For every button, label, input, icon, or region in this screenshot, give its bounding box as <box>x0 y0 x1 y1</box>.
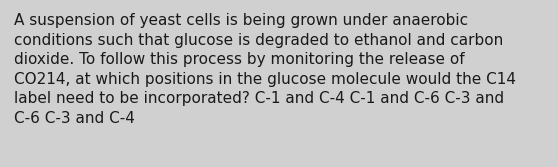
Text: A suspension of yeast cells is being grown under anaerobic
conditions such that : A suspension of yeast cells is being gro… <box>14 13 516 126</box>
